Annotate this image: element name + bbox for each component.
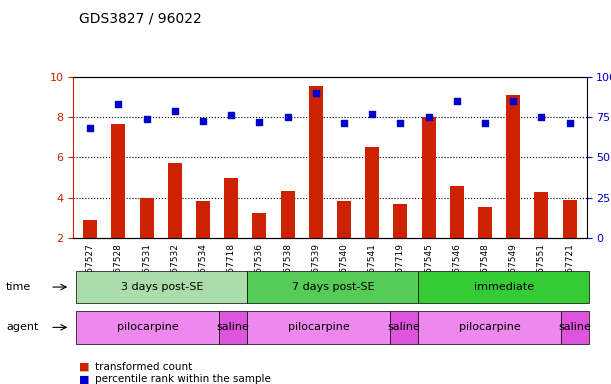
Point: [255, 119, 265, 125]
Bar: [535, 192, 549, 278]
Point: [86, 125, 95, 131]
Bar: [280, 191, 295, 278]
Text: agent: agent: [6, 322, 38, 333]
Point: [536, 114, 546, 120]
Text: immediate: immediate: [474, 282, 534, 292]
Bar: [111, 124, 125, 278]
Bar: [422, 117, 436, 278]
Bar: [83, 220, 97, 278]
Point: [311, 90, 321, 96]
Point: [395, 120, 405, 126]
Point: [114, 101, 123, 107]
Bar: [563, 200, 577, 278]
Text: transformed count: transformed count: [95, 362, 192, 372]
Point: [424, 114, 434, 120]
Text: pilocarpine: pilocarpine: [459, 322, 521, 333]
Point: [452, 98, 462, 104]
Bar: [252, 213, 266, 278]
Text: saline: saline: [216, 322, 249, 333]
Bar: [139, 198, 154, 278]
Bar: [450, 186, 464, 278]
Text: 3 days post-SE: 3 days post-SE: [120, 282, 203, 292]
Bar: [337, 201, 351, 278]
Text: GDS3827 / 96022: GDS3827 / 96022: [79, 12, 202, 25]
Point: [170, 108, 180, 114]
Bar: [168, 164, 182, 278]
Point: [339, 120, 349, 126]
Bar: [506, 95, 521, 278]
Bar: [309, 86, 323, 278]
Point: [198, 118, 208, 124]
Text: percentile rank within the sample: percentile rank within the sample: [95, 374, 271, 384]
Text: saline: saline: [387, 322, 420, 333]
Point: [367, 111, 377, 117]
Bar: [478, 207, 492, 278]
Bar: [393, 204, 408, 278]
Point: [142, 116, 152, 122]
Text: ■: ■: [79, 362, 90, 372]
Point: [226, 112, 236, 118]
Point: [480, 120, 490, 126]
Text: 7 days post-SE: 7 days post-SE: [291, 282, 374, 292]
Bar: [196, 201, 210, 278]
Bar: [224, 177, 238, 278]
Text: saline: saline: [558, 322, 591, 333]
Text: pilocarpine: pilocarpine: [288, 322, 349, 333]
Point: [508, 98, 518, 104]
Text: time: time: [6, 282, 31, 292]
Bar: [365, 147, 379, 278]
Text: ■: ■: [79, 374, 90, 384]
Text: pilocarpine: pilocarpine: [117, 322, 178, 333]
Point: [565, 120, 574, 126]
Point: [283, 114, 293, 120]
